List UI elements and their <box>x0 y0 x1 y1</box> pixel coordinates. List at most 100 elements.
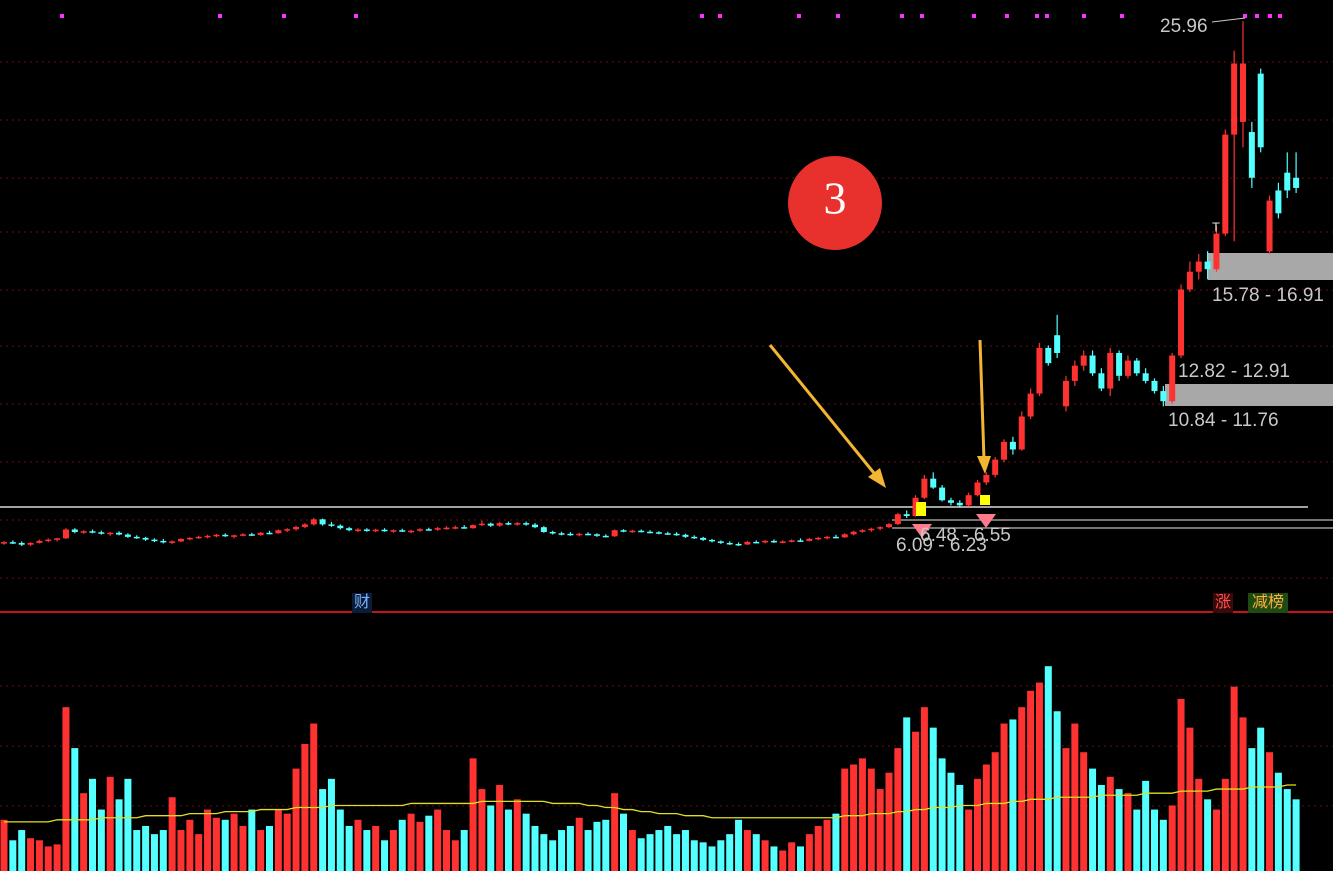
candle-body <box>1107 352 1114 389</box>
candle-body <box>1 542 7 544</box>
volume-bar <box>1292 799 1300 871</box>
candle-body <box>80 531 87 533</box>
volume-bar <box>699 842 707 871</box>
candle-body <box>1151 380 1158 392</box>
candle-body <box>859 530 866 532</box>
candle-body <box>355 529 361 531</box>
candle-body <box>540 527 547 533</box>
candle-body <box>585 533 592 536</box>
volume-bar <box>327 778 335 871</box>
volume-bar <box>513 799 521 871</box>
candle-body <box>275 530 282 534</box>
volume-bar <box>1168 805 1176 871</box>
volume-bar <box>416 821 424 871</box>
candle-body <box>1266 200 1273 252</box>
candle-body <box>434 528 441 530</box>
candle-body <box>602 535 609 538</box>
volume-bar <box>451 840 459 871</box>
volume-bar <box>708 846 716 871</box>
signal-dot <box>282 14 286 18</box>
candle-body <box>1293 177 1300 188</box>
volume-bar <box>53 844 61 871</box>
candle-body <box>532 524 538 528</box>
candle-body <box>478 523 485 526</box>
candle-body <box>806 538 813 541</box>
signal-dot <box>797 14 801 18</box>
volume-bar <box>850 764 858 871</box>
volume-bar <box>947 772 955 871</box>
annotation: 6.48 - 6.55 <box>920 525 1011 546</box>
candle-body <box>54 538 61 540</box>
volume-bar <box>221 819 229 871</box>
candle-body <box>1195 261 1202 272</box>
volume-bar <box>345 825 353 871</box>
candle-body <box>231 535 238 537</box>
candle-body <box>1240 63 1246 122</box>
volume-bar <box>628 830 636 871</box>
candle-body <box>425 529 432 531</box>
candle-body <box>1098 373 1105 389</box>
volume-bar <box>89 778 96 871</box>
volume-ma-line <box>4 784 1297 823</box>
candle-body <box>611 530 618 537</box>
signal-dot <box>700 14 704 18</box>
volume-bar <box>478 789 486 871</box>
candle-body <box>1257 73 1264 148</box>
volume-bar <box>1248 748 1256 871</box>
candle-body <box>903 514 910 517</box>
volume-bar <box>1115 789 1123 871</box>
volume-bar <box>1186 727 1194 871</box>
candle-body <box>832 536 839 539</box>
volume-bar <box>1142 780 1150 871</box>
volume-bar <box>920 707 928 871</box>
candle-body <box>797 540 804 542</box>
volume-bar <box>1177 698 1185 871</box>
volume-bar <box>425 815 433 871</box>
volume-bar <box>531 825 539 871</box>
volume-bar <box>779 850 787 871</box>
candle-body <box>186 537 193 540</box>
marker-bg <box>1248 593 1288 613</box>
annotation: 12.82 - 12.91 <box>1178 361 1290 382</box>
volume-bar <box>1239 717 1247 871</box>
candle-body <box>673 533 680 536</box>
volume-bar <box>558 830 566 871</box>
volume-bar <box>823 819 831 871</box>
candle-body <box>974 482 981 496</box>
annotation: T <box>1212 219 1220 234</box>
candle-body <box>1009 441 1016 450</box>
candle-body <box>390 530 397 532</box>
candle-body <box>815 537 822 540</box>
zone-box <box>1165 384 1333 406</box>
candle-body <box>1169 355 1176 402</box>
signal-marker <box>976 514 996 528</box>
volume-bar <box>487 805 495 871</box>
volume-bar <box>655 830 663 871</box>
volume-bar <box>97 809 105 871</box>
candle-body <box>939 487 946 501</box>
candle-body <box>1124 360 1131 376</box>
volume-bar <box>620 813 627 871</box>
candle-body <box>1204 261 1211 270</box>
volume-bar <box>0 819 8 871</box>
candle-body <box>408 530 415 533</box>
volume-bar <box>186 819 194 871</box>
volume-bar <box>814 825 822 871</box>
candle-body <box>1178 289 1185 356</box>
candle-body <box>1160 391 1167 402</box>
volume-bar <box>18 830 26 871</box>
candle-body <box>116 532 123 535</box>
candle-body <box>1133 360 1140 374</box>
volume-bar <box>832 813 840 871</box>
volume-bar <box>354 819 362 871</box>
candle-body <box>9 542 16 544</box>
volume-bar <box>71 748 79 871</box>
volume-bar <box>974 778 981 871</box>
candle-body <box>1248 132 1255 178</box>
volume-bar <box>443 830 450 871</box>
volume-bar <box>204 809 212 871</box>
candle-body <box>222 534 229 537</box>
candle-body <box>1018 416 1025 450</box>
candle-body <box>98 532 105 534</box>
candle-body <box>1116 352 1123 376</box>
